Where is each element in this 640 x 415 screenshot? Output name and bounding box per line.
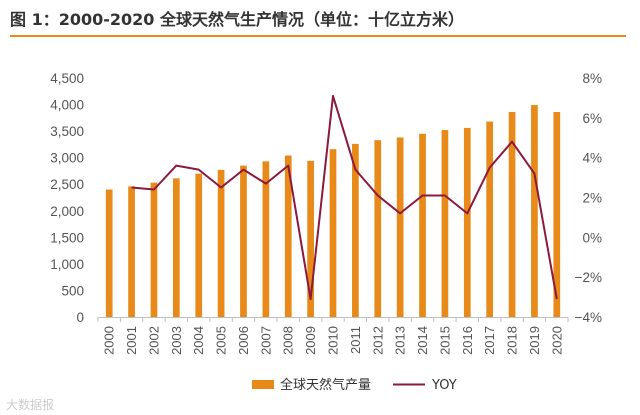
left-y-tick-label: 3,500 (50, 124, 84, 139)
x-tick-label: 2008 (281, 326, 296, 355)
x-tick-label: 2001 (124, 326, 139, 355)
bar (486, 121, 494, 317)
left-y-tick-label: 500 (61, 283, 84, 298)
right-y-tick-label: 4% (582, 151, 602, 166)
bar (240, 165, 247, 317)
x-tick-label: 2002 (146, 326, 161, 355)
bar (128, 186, 135, 317)
bar (172, 178, 180, 317)
right-y-tick-label: 6% (582, 111, 602, 126)
legend: 全球天然气产量 YOY (252, 377, 457, 393)
left-y-tick-label: 1,500 (50, 230, 84, 245)
x-tick-label: 2020 (549, 326, 564, 355)
left-y-tick-label: 1,000 (50, 257, 84, 272)
bar (217, 169, 225, 317)
x-tick-label: 2017 (482, 326, 497, 355)
x-tick-label: 2016 (460, 326, 475, 355)
bar (531, 105, 538, 317)
bar (441, 130, 449, 317)
x-tick-label: 2015 (437, 326, 452, 355)
left-y-tick-label: 0 (76, 310, 84, 325)
watermark: 大数据报 (6, 398, 55, 412)
right-y-tick-label: 8% (582, 71, 602, 86)
bar (374, 140, 382, 317)
x-tick-label: 2007 (258, 326, 273, 355)
left-y-tick-label: 4,000 (50, 98, 84, 113)
yoy-series (131, 94, 558, 301)
left-y-tick-label: 2,500 (50, 177, 84, 192)
x-tick-label: 2005 (214, 326, 229, 355)
bar (352, 143, 359, 317)
legend-line-label: YOY (431, 378, 457, 393)
legend-bar-swatch (252, 380, 274, 389)
x-tick-label: 2012 (370, 326, 385, 355)
x-tick-label: 2010 (326, 326, 341, 355)
left-y-tick-label: 3,000 (50, 151, 84, 166)
right-y-tick-label: −2% (575, 270, 602, 285)
x-tick-label: 2011 (348, 326, 363, 354)
right-y-tick-label: 2% (582, 191, 602, 206)
bar (553, 111, 561, 317)
chart-title: 图 1：2000-2020 全球天然气生产情况（单位：十亿立方米） (10, 10, 464, 29)
x-tick-label: 2014 (415, 326, 430, 355)
x-tick-label: 2003 (169, 326, 184, 355)
x-axis: 2000 2001 2002 2003 2004 2005 2006 2007 2008 2009… (97, 317, 569, 355)
bar (463, 127, 471, 318)
x-tick-label: 2004 (191, 326, 206, 355)
x-tick-label: 2019 (527, 326, 542, 355)
bar (150, 182, 158, 317)
yoy-line (131, 94, 558, 301)
x-tick-label: 2006 (236, 326, 251, 355)
bar (307, 160, 314, 317)
bar (262, 161, 270, 317)
x-tick-label: 2013 (393, 326, 408, 355)
bar (329, 149, 337, 317)
bar-series (105, 105, 561, 318)
x-tick-label: 2018 (505, 326, 520, 355)
bar (396, 137, 404, 317)
x-tick-label: 2009 (303, 326, 318, 355)
title-rule (10, 35, 626, 37)
right-y-axis: −4% −2% 0% 2% 4% 6% 8% (575, 71, 602, 325)
bar (419, 133, 426, 317)
bar (195, 173, 203, 317)
bar (508, 111, 516, 317)
right-y-tick-label: −4% (575, 310, 602, 325)
left-y-axis: 0 500 1,000 1,500 2,000 2,500 3,000 3,500 4,000 4… (50, 71, 84, 325)
legend-bar-label: 全球天然气产量 (280, 377, 371, 393)
bar (284, 155, 292, 317)
left-y-tick-label: 4,500 (50, 71, 84, 86)
left-y-tick-label: 2,000 (50, 204, 84, 219)
x-tick-label: 2000 (102, 326, 117, 355)
bar (105, 189, 113, 317)
right-y-tick-label: 0% (582, 230, 602, 245)
